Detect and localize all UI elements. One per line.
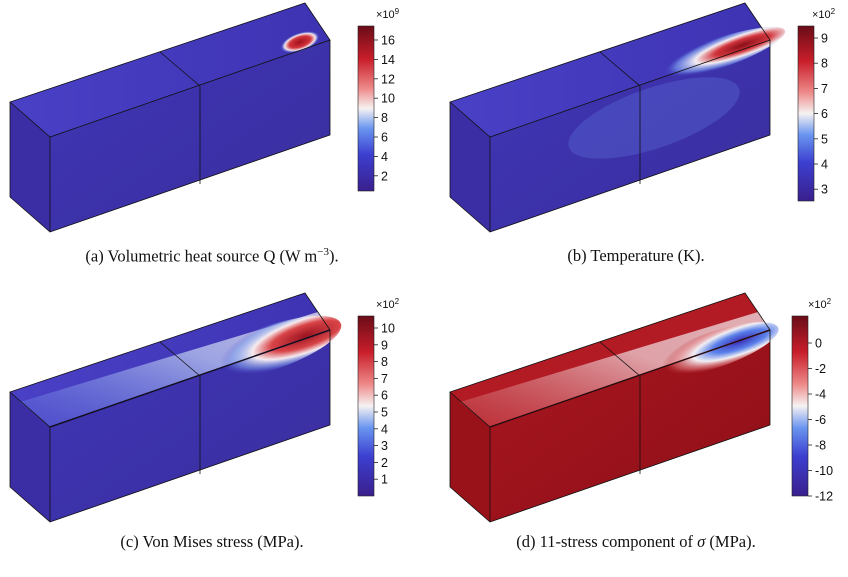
beam-top-face bbox=[450, 3, 770, 137]
beam-front-face bbox=[450, 392, 490, 522]
beam-front-face bbox=[450, 102, 490, 232]
colorbar-tick-label: 1 bbox=[381, 473, 388, 487]
beam-top-face bbox=[10, 3, 330, 137]
colorbar-tick-label: -6 bbox=[815, 413, 826, 427]
colorbar-tick-label: 5 bbox=[821, 132, 828, 146]
colorbar-tick-label: 3 bbox=[381, 439, 388, 453]
colorbar-tick-label: -2 bbox=[815, 362, 826, 376]
temperature-glow bbox=[568, 77, 740, 159]
beam-plot-temperature bbox=[449, 2, 786, 233]
panel-temperature: ×102 9 8 7 6 5 4 3 (b) Temperature (K). bbox=[424, 0, 848, 290]
beam-side-face bbox=[490, 330, 770, 522]
beam-side-face bbox=[50, 330, 330, 522]
beam-plot-heat-source bbox=[9, 2, 331, 233]
colorbar-tick-label: 6 bbox=[381, 389, 388, 403]
beam-plot-stress-11 bbox=[449, 292, 779, 523]
colorbar-tick-label: -4 bbox=[815, 388, 826, 402]
colorbar-tick-label: 2 bbox=[381, 169, 388, 183]
colorbar-multiplier: ×109 bbox=[376, 7, 400, 21]
colorbar-tick-label: -10 bbox=[815, 464, 833, 478]
colorbar-tick-label: -12 bbox=[815, 490, 833, 504]
colorbar-tick-label: 14 bbox=[381, 53, 395, 67]
colorbar-tick-label: 6 bbox=[381, 131, 388, 145]
colorbar-tick-label: 8 bbox=[821, 57, 828, 71]
caption-heat-source: (a) Volumetric heat source Q (W m−3). bbox=[85, 246, 339, 266]
colorbar-tick-label: 6 bbox=[821, 107, 828, 121]
panel-stress-11: ×102 0 -2 -4 -6 -8 -10 -12 (d) 11-stress compo… bbox=[424, 290, 848, 577]
caption-von-mises: (c) Von Mises stress (MPa). bbox=[120, 532, 304, 551]
colorbar-tick-label: 2 bbox=[381, 456, 388, 470]
colorbar-tick-label: 4 bbox=[381, 422, 388, 436]
colorbar-tick-label: 16 bbox=[381, 34, 395, 48]
colorbar-tick-label: 0 bbox=[815, 337, 822, 351]
panel-von-mises: ×102 10 9 8 7 6 5 4 3 2 1 (c) Von Mises stress (M… bbox=[0, 290, 424, 577]
colorbar-tick-label: 8 bbox=[381, 111, 388, 125]
colorbar-tick-label: -8 bbox=[815, 439, 826, 453]
beam-front-face bbox=[10, 102, 50, 232]
beam-side-face bbox=[490, 40, 770, 232]
colorbar-multiplier: ×102 bbox=[808, 297, 832, 311]
colorbar-multiplier: ×102 bbox=[376, 297, 400, 311]
panel-heat-source: ×109 16 14 12 10 8 6 4 2 (a) Volumetric heat so… bbox=[0, 0, 424, 290]
caption-stress-11: (d) 11-stress component of σ (MPa). bbox=[516, 532, 756, 551]
colorbar-temperature: ×102 9 8 7 6 5 4 3 bbox=[797, 7, 836, 202]
colorbar-von-mises: ×102 10 9 8 7 6 5 4 3 2 1 bbox=[357, 297, 400, 497]
colorbar-tick-label: 4 bbox=[821, 158, 828, 172]
colorbar-tick-label: 9 bbox=[821, 32, 828, 46]
temperature-plume bbox=[642, 26, 786, 84]
colorbar-tick-label: 7 bbox=[381, 372, 388, 386]
beam-plot-von-mises bbox=[9, 292, 342, 523]
colorbar-stress-11: ×102 0 -2 -4 -6 -8 -10 -12 bbox=[791, 297, 833, 504]
beam-front-face bbox=[10, 392, 50, 522]
colorbar-tick-label: 3 bbox=[821, 183, 828, 197]
beam-side-face bbox=[50, 40, 330, 232]
colorbar-multiplier: ×102 bbox=[812, 7, 836, 21]
caption-temperature: (b) Temperature (K). bbox=[567, 246, 705, 265]
colorbar-tick-label: 9 bbox=[381, 338, 388, 352]
colorbar-tick-label: 5 bbox=[381, 406, 388, 420]
stress-plume bbox=[198, 315, 342, 381]
colorbar-tick-label: 7 bbox=[821, 82, 828, 96]
colorbar-tick-label: 10 bbox=[381, 322, 395, 336]
colorbar-heat-source: ×109 16 14 12 10 8 6 4 2 bbox=[357, 7, 400, 192]
colorbar-tick-label: 8 bbox=[381, 355, 388, 369]
colorbar-tick-label: 10 bbox=[381, 92, 395, 106]
colorbar-tick-label: 4 bbox=[381, 150, 388, 164]
colorbar-tick-label: 12 bbox=[381, 72, 395, 86]
